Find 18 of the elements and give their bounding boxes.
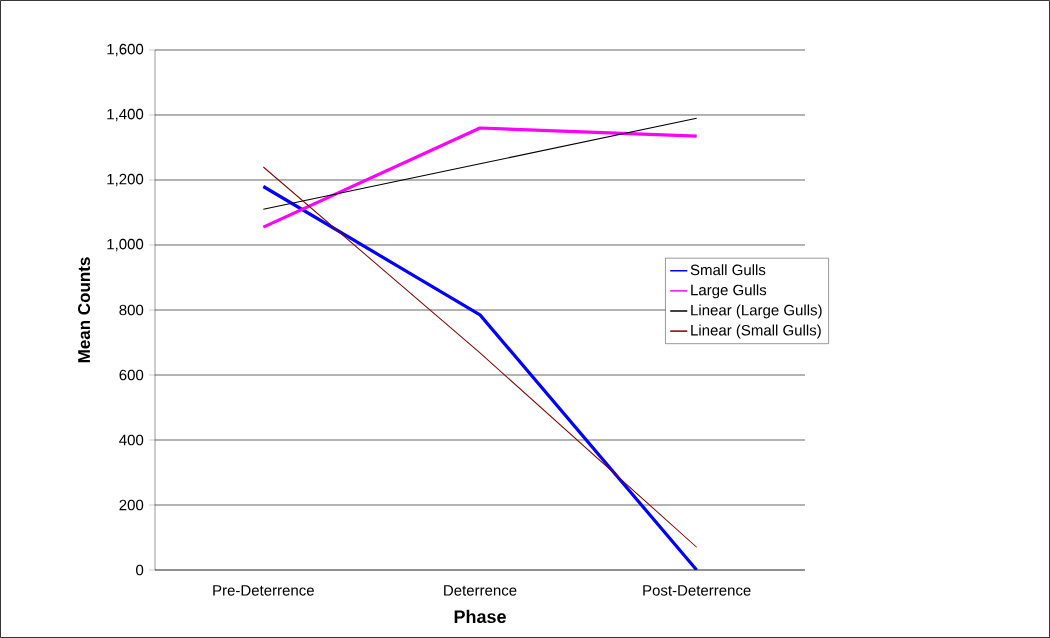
y-tick-label: 400 <box>119 434 144 446</box>
legend-label: Small Gulls <box>690 264 766 276</box>
y-tick-label: 1,200 <box>107 173 144 187</box>
y-axis-title: Mean Counts <box>78 257 91 363</box>
y-tick-label: 1,400 <box>107 108 144 122</box>
y-tick-label: 1,600 <box>107 43 144 57</box>
x-tick-label: Post-Deterrence <box>643 585 751 596</box>
legend-label: Linear (Small Gulls) <box>691 324 821 339</box>
y-tick-label: 800 <box>119 304 144 316</box>
legend-label: Large Gulls <box>691 284 767 299</box>
x-tick-label: Deterrence <box>444 585 517 596</box>
legend-label: Linear (Large Gulls) <box>691 304 822 319</box>
y-tick-label: 1,000 <box>107 238 144 252</box>
y-tick-label: 200 <box>119 499 144 511</box>
x-tick-label: Pre-Deterrence <box>213 585 314 596</box>
x-axis-title: Phase <box>454 609 506 624</box>
y-tick-label: 0 <box>136 564 144 576</box>
y-tick-label: 600 <box>119 369 144 381</box>
